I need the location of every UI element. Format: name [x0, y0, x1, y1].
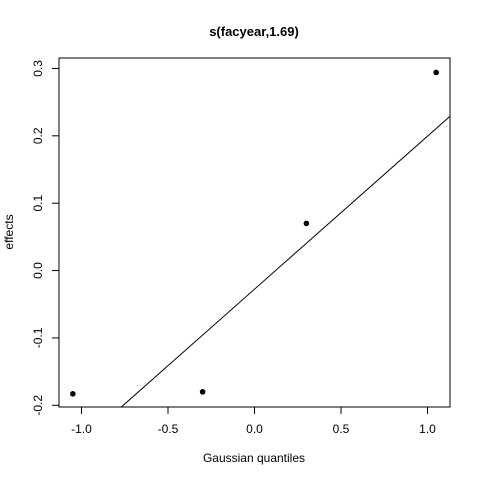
data-point [199, 389, 206, 395]
x-tick-label: 1.0 [419, 422, 436, 436]
data-point [303, 220, 310, 227]
y-tick-label: -0.1 [31, 327, 45, 348]
x-tick-label: -0.5 [158, 422, 179, 436]
y-tick-label: -0.2 [31, 395, 45, 416]
x-axis-label: Gaussian quantiles [203, 451, 305, 465]
y-tick-label: 0.0 [31, 262, 45, 279]
y-tick-label: 0.2 [31, 127, 45, 144]
data-points [70, 69, 439, 397]
plot-frame [58, 57, 451, 408]
y-axis-label: effects [2, 214, 16, 249]
data-point [433, 69, 439, 76]
reference-line [120, 115, 451, 408]
y-tick-label: 0.1 [31, 195, 45, 212]
y-tick-label: 0.3 [31, 60, 45, 77]
chart-title: s(facyear,1.69) [209, 24, 299, 39]
x-tick-label: 0.5 [333, 422, 350, 436]
x-tick-label: 0.0 [246, 422, 263, 436]
x-axis: -1.0 -0.5 0.0 0.5 1.0 [71, 407, 436, 436]
data-point [70, 391, 76, 397]
y-axis: -0.2 -0.1 0.0 0.1 0.2 0.3 [31, 60, 59, 416]
x-tick-label: -1.0 [71, 422, 92, 436]
